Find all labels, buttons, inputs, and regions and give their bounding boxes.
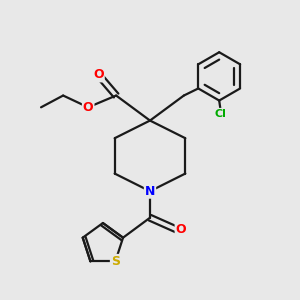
Text: O: O <box>93 68 104 81</box>
Text: N: N <box>145 185 155 198</box>
Text: O: O <box>176 223 186 236</box>
Text: S: S <box>111 255 120 268</box>
Text: Cl: Cl <box>215 109 226 119</box>
Text: O: O <box>83 101 94 114</box>
